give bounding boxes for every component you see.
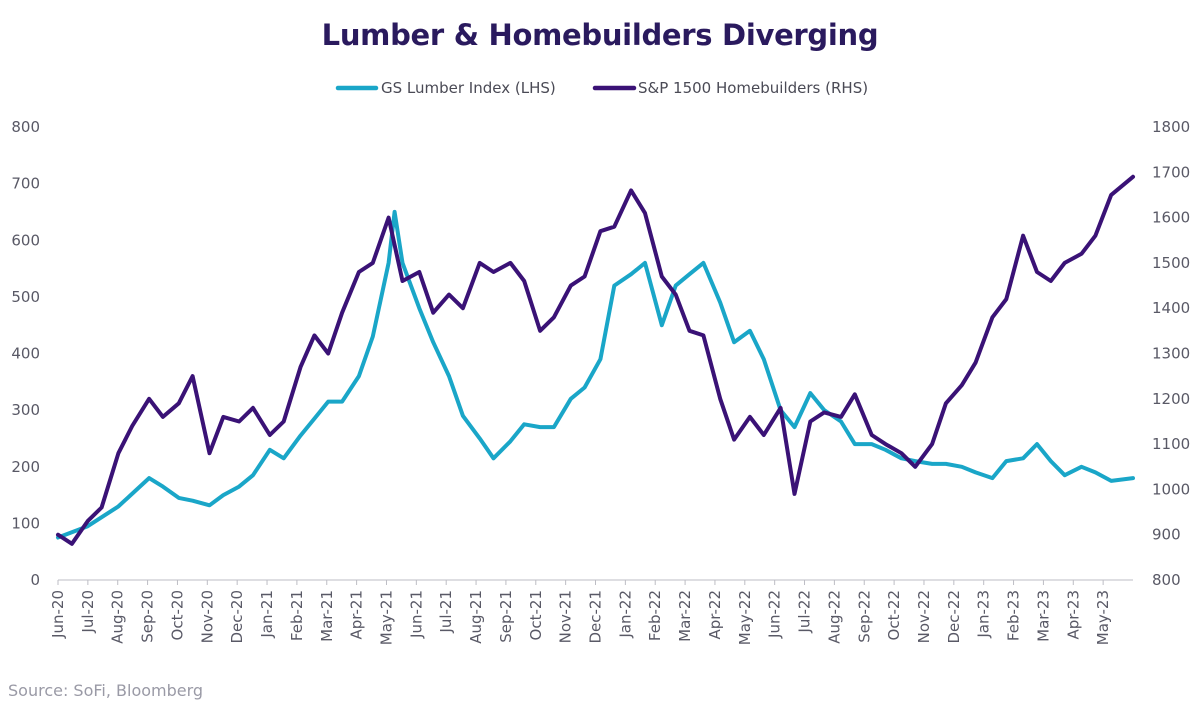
x-tick-label: Jul-22 — [796, 590, 814, 634]
legend: GS Lumber Index (LHS) S&P 1500 Homebuild… — [335, 79, 868, 97]
series-line-lumber — [56, 209, 1135, 540]
x-tick-label: May-23 — [1094, 590, 1112, 645]
left-y-tick-label: 400 — [11, 345, 40, 363]
right-y-tick-label: 1600 — [1152, 209, 1190, 227]
x-tick-label: May-22 — [736, 590, 754, 645]
left-y-tick-label: 500 — [11, 288, 40, 306]
right-y-tick-label: 1800 — [1152, 118, 1190, 136]
x-tick-label: Jun-22 — [766, 590, 784, 639]
x-tick-label: Oct-21 — [527, 590, 545, 640]
right-y-tick-label: 1100 — [1152, 435, 1190, 453]
chart-title: Lumber & Homebuilders Diverging — [321, 18, 879, 52]
x-tick-label: Mar-21 — [318, 590, 336, 642]
right-y-tick-label: 800 — [1152, 571, 1181, 589]
x-tick-label: Feb-21 — [288, 590, 306, 641]
right-y-tick-label: 900 — [1152, 526, 1181, 544]
left-y-tick-label: 100 — [11, 514, 40, 532]
x-tick-label: Aug-21 — [467, 590, 485, 644]
x-tick-label: Oct-22 — [885, 590, 903, 640]
x-tick-label: Dec-21 — [587, 590, 605, 644]
left-y-tick-label: 700 — [11, 175, 40, 193]
x-tick-label: Dec-20 — [228, 590, 246, 644]
x-tick-label: Feb-22 — [646, 590, 664, 641]
legend-label-lumber: GS Lumber Index (LHS) — [381, 79, 556, 97]
x-tick-label: Jul-21 — [437, 590, 455, 634]
legend-label-homebuilders: S&P 1500 Homebuilders (RHS) — [638, 79, 868, 97]
x-tick-label: Jun-21 — [407, 590, 425, 639]
x-tick-label: Aug-20 — [109, 590, 127, 644]
right-y-axis: 800 900 1000 1100 1200 1300 1400 1500 1600 1700 18… — [1152, 118, 1190, 589]
x-tick-label: May-21 — [377, 590, 395, 645]
x-tick-label: Jun-20 — [49, 590, 67, 639]
right-y-tick-label: 1200 — [1152, 390, 1190, 408]
series-layer — [56, 174, 1135, 546]
series-line-homebuilders — [56, 174, 1135, 546]
x-tick-label: Aug-22 — [825, 590, 843, 644]
x-tick-label: Sep-22 — [855, 590, 873, 643]
x-tick-label: Nov-22 — [915, 590, 933, 643]
left-y-tick-label: 600 — [11, 231, 40, 249]
x-tick-label: Apr-23 — [1064, 590, 1082, 640]
x-tick-label: Nov-20 — [198, 590, 216, 643]
x-tick-label: Jan-21 — [258, 590, 276, 639]
x-tick-label: Oct-20 — [168, 590, 186, 640]
right-y-tick-label: 1500 — [1152, 254, 1190, 272]
x-tick-label: Jan-23 — [975, 590, 993, 639]
x-tick-label: Apr-21 — [348, 590, 366, 640]
x-tick-label: Sep-21 — [497, 590, 515, 643]
x-tick-label: Sep-20 — [139, 590, 157, 643]
source-note: Source: SoFi, Bloomberg — [8, 681, 204, 700]
x-tick-label: Dec-22 — [945, 590, 963, 644]
right-y-tick-label: 1700 — [1152, 163, 1190, 181]
x-tick-label: Nov-21 — [557, 590, 575, 643]
x-axis: Jun-20 Jul-20 Aug-20 Sep-20 Oct-20 Nov-20 Dec-… — [49, 580, 1112, 645]
left-y-tick-label: 300 — [11, 401, 40, 419]
x-tick-label: Feb-23 — [1005, 590, 1023, 641]
left-y-tick-label: 200 — [11, 458, 40, 476]
right-y-tick-label: 1400 — [1152, 299, 1190, 317]
right-y-tick-label: 1000 — [1152, 480, 1190, 498]
left-y-axis: 0 100 200 300 400 500 600 700 800 — [11, 118, 40, 589]
x-tick-label: Jan-22 — [616, 590, 634, 639]
x-tick-label: Mar-23 — [1034, 590, 1052, 642]
left-y-tick-label: 0 — [30, 571, 40, 589]
x-tick-label: Mar-22 — [676, 590, 694, 642]
right-y-tick-label: 1300 — [1152, 345, 1190, 363]
x-tick-label: Jul-20 — [79, 590, 97, 634]
left-y-tick-label: 800 — [11, 118, 40, 136]
x-tick-label: Apr-22 — [706, 590, 724, 640]
